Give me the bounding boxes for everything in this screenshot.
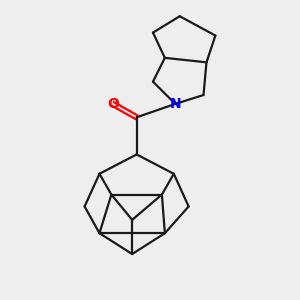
Text: O: O xyxy=(107,97,119,111)
Text: N: N xyxy=(169,97,181,111)
